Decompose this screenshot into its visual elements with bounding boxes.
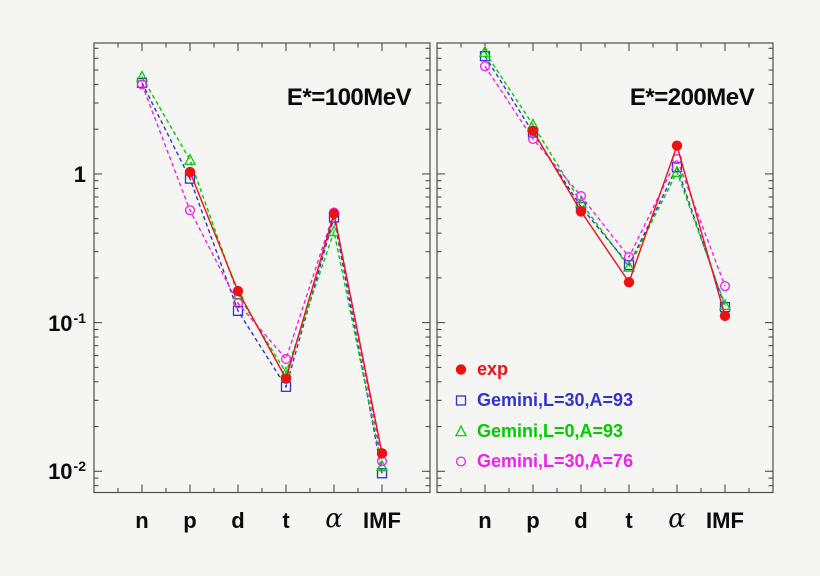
series-line	[189, 171, 383, 454]
data-point-open-triangle	[136, 70, 148, 82]
y-tick-label: 10	[48, 310, 73, 336]
panel-title-left: E*=100MeV	[286, 84, 412, 111]
y-tick-label: 10	[48, 459, 73, 485]
data-point-filled-circle	[623, 277, 635, 288]
series-line	[484, 65, 726, 287]
x-axis-label-d: d	[574, 508, 588, 533]
y-tick-exponent: -1	[73, 309, 86, 326]
data-point-open-circle	[719, 281, 731, 292]
data-point-open-triangle	[671, 165, 683, 177]
series-gemini-l-30-a-93	[136, 77, 388, 479]
legend-item-gemini-l-0-a-93: Gemini,L=0,A=93	[453, 420, 623, 442]
open-triangle-icon	[455, 424, 467, 437]
x-axis-label-: α	[668, 504, 686, 534]
open-square-icon	[455, 395, 467, 406]
legend-label: Gemini,L=30,A=76	[477, 450, 634, 471]
y-axis-tick-label: 10-1	[0, 309, 86, 339]
y-axis-tick-label: 10-2	[0, 458, 86, 487]
y-tick-label: 1	[73, 161, 86, 187]
data-point-open-triangle	[623, 260, 635, 272]
data-point-filled-circle	[328, 208, 340, 219]
series-line	[141, 76, 383, 467]
legend-label: Gemini,L=30,A=93	[477, 389, 634, 410]
series-exp	[184, 166, 388, 459]
x-axis-label-d: d	[231, 508, 245, 533]
data-point-open-square	[376, 468, 388, 479]
panel-e-200mev	[436, 42, 774, 494]
axis-ticks	[437, 43, 773, 493]
legend-label: exp	[477, 358, 509, 379]
series-exp	[527, 125, 731, 322]
data-point-filled-circle	[719, 310, 731, 322]
data-point-open-square	[455, 395, 467, 406]
x-axis-label-imf: IMF	[706, 508, 744, 533]
panel-e-100mev	[93, 42, 431, 494]
x-axis-label-n: n	[478, 508, 492, 533]
data-point-open-circle	[623, 252, 635, 263]
data-point-filled-circle	[575, 206, 587, 217]
x-axis-label-t: t	[625, 508, 633, 533]
data-point-open-square	[232, 305, 244, 316]
legend-item-exp: exp	[453, 358, 508, 380]
data-point-open-triangle	[328, 224, 340, 237]
data-point-open-circle	[136, 79, 148, 90]
filled-circle-icon	[455, 364, 467, 375]
x-axis-label-: α	[325, 504, 343, 534]
data-point-open-circle	[184, 205, 196, 216]
data-point-filled-circle	[376, 448, 388, 459]
x-axis-label-t: t	[282, 508, 290, 533]
open-circle-icon	[455, 456, 467, 467]
legend-item-gemini-l-30-a-76: Gemini,L=30,A=76	[453, 450, 633, 472]
x-axis-label-n: n	[135, 508, 149, 533]
series-line	[484, 51, 726, 306]
legend-label: Gemini,L=0,A=93	[477, 420, 624, 441]
data-point-open-circle	[232, 298, 244, 309]
x-axis-label-p: p	[526, 508, 540, 533]
data-point-filled-circle	[184, 166, 196, 178]
series-gemini-l-0-a-93	[136, 70, 388, 472]
data-point-filled-circle	[527, 125, 539, 137]
data-point-filled-circle	[671, 140, 683, 151]
data-point-filled-circle	[280, 373, 292, 384]
data-point-open-triangle	[455, 424, 467, 437]
data-point-open-triangle	[376, 459, 388, 472]
panel-title-right: E*=200MeV	[629, 84, 755, 111]
data-point-open-triangle	[184, 153, 196, 165]
legend-item-gemini-l-30-a-93: Gemini,L=30,A=93	[453, 389, 633, 411]
data-point-filled-circle	[232, 285, 244, 297]
data-point-open-circle	[575, 191, 587, 202]
series-line	[484, 55, 726, 308]
x-axis-label-p: p	[183, 508, 197, 533]
x-axis-label-imf: IMF	[363, 508, 401, 533]
series-line	[141, 84, 383, 462]
series-gemini-l-30-a-76	[136, 79, 388, 467]
data-point-open-circle	[455, 456, 467, 467]
y-tick-exponent: -2	[73, 458, 86, 475]
data-point-filled-circle	[455, 364, 467, 375]
data-point-open-circle	[479, 61, 491, 72]
data-point-open-circle	[280, 353, 292, 364]
y-axis-tick-label: 1	[0, 162, 86, 188]
data-point-open-triangle	[479, 45, 491, 57]
axis-ticks	[94, 43, 430, 493]
